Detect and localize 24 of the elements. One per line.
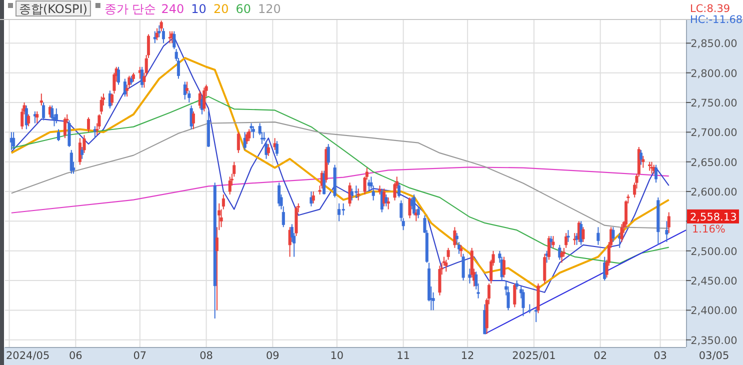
y-tick-label: 2,350.00	[690, 334, 738, 347]
x-tick-label: 2025/01	[512, 350, 556, 362]
y-tick-label: 2,750.00	[690, 97, 738, 110]
legend: 종합(KOSPI) 종가 단순 240 10 20 60 120	[8, 0, 281, 16]
x-tick-label: 07	[133, 350, 147, 362]
x-tick-label: 2024/05	[6, 350, 50, 362]
legend-title: 종가 단순	[104, 2, 156, 16]
x-tick-label: 06	[68, 350, 83, 362]
y-tick-label: 2,500.00	[690, 246, 738, 258]
x-tick-label: 08	[200, 350, 213, 362]
x-tick-label: 10	[330, 350, 344, 362]
y-tick-label: 2,650.00	[690, 156, 738, 169]
x-tick-label: 12	[460, 350, 474, 362]
y-tick-label: 2,400.00	[690, 305, 738, 318]
chart-title: 종합(KOSPI)	[19, 2, 88, 16]
y-tick-label: 2,850.00	[690, 38, 738, 50]
y-tick-label: 2,450.00	[690, 276, 738, 288]
x-tick-label: 11	[396, 350, 410, 362]
y-tick-label: 2,800.00	[690, 68, 738, 80]
x-tick-label: 09	[266, 350, 280, 362]
x-tick-label: 02	[594, 350, 608, 362]
y-tick-label: 2,600.00	[690, 186, 738, 199]
y-tick-label: 2,700.00	[690, 127, 738, 140]
x-tick-label: 03	[654, 350, 667, 362]
